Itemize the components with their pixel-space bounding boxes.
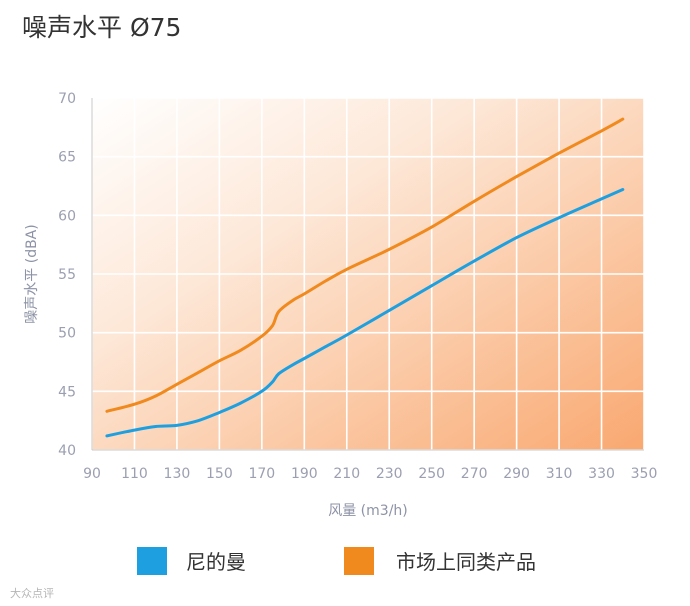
y-tick-label: 70 bbox=[58, 91, 76, 107]
x-tick-label: 350 bbox=[631, 466, 658, 482]
legend-label-series-1: 尼的曼 bbox=[186, 550, 246, 574]
tick-labels: 90 110 130 150 170 190 210 230 250 270 290 310 330 35… bbox=[58, 91, 657, 482]
series-line-2 bbox=[105, 117, 625, 413]
axes bbox=[91, 98, 644, 451]
series-lines bbox=[105, 117, 625, 438]
y-tick-label: 65 bbox=[58, 150, 76, 166]
y-tick-label: 45 bbox=[58, 384, 76, 400]
x-tick-label: 90 bbox=[83, 466, 101, 482]
y-axis-label: 噪声水平 (dBA) bbox=[24, 224, 40, 323]
legend-swatch-series-1 bbox=[137, 547, 167, 575]
x-tick-label: 130 bbox=[164, 466, 191, 482]
x-tick-label: 190 bbox=[291, 466, 318, 482]
y-tick-label: 60 bbox=[58, 208, 76, 224]
x-tick-label: 290 bbox=[503, 466, 530, 482]
x-tick-label: 230 bbox=[376, 466, 403, 482]
grid bbox=[91, 97, 645, 451]
series-line-1 bbox=[105, 188, 625, 438]
y-tick-label: 55 bbox=[58, 267, 76, 283]
legend-label-series-2: 市场上同类产品 bbox=[396, 550, 536, 574]
page-title: 噪声水平 Ø75 bbox=[22, 13, 182, 42]
y-tick-label: 40 bbox=[58, 443, 76, 459]
x-tick-label: 150 bbox=[206, 466, 233, 482]
watermark-text: 大众点评 bbox=[10, 587, 54, 600]
x-tick-label: 250 bbox=[418, 466, 445, 482]
x-tick-label: 330 bbox=[588, 466, 615, 482]
x-tick-label: 310 bbox=[546, 466, 573, 482]
legend: 尼的曼 市场上同类产品 bbox=[137, 547, 536, 575]
x-tick-label: 270 bbox=[461, 466, 488, 482]
x-tick-label: 170 bbox=[248, 466, 275, 482]
y-tick-label: 50 bbox=[58, 326, 76, 342]
x-axis-label: 风量 (m3/h) bbox=[328, 503, 408, 519]
x-tick-label: 210 bbox=[333, 466, 360, 482]
legend-swatch-series-2 bbox=[344, 547, 374, 575]
x-tick-label: 110 bbox=[121, 466, 148, 482]
